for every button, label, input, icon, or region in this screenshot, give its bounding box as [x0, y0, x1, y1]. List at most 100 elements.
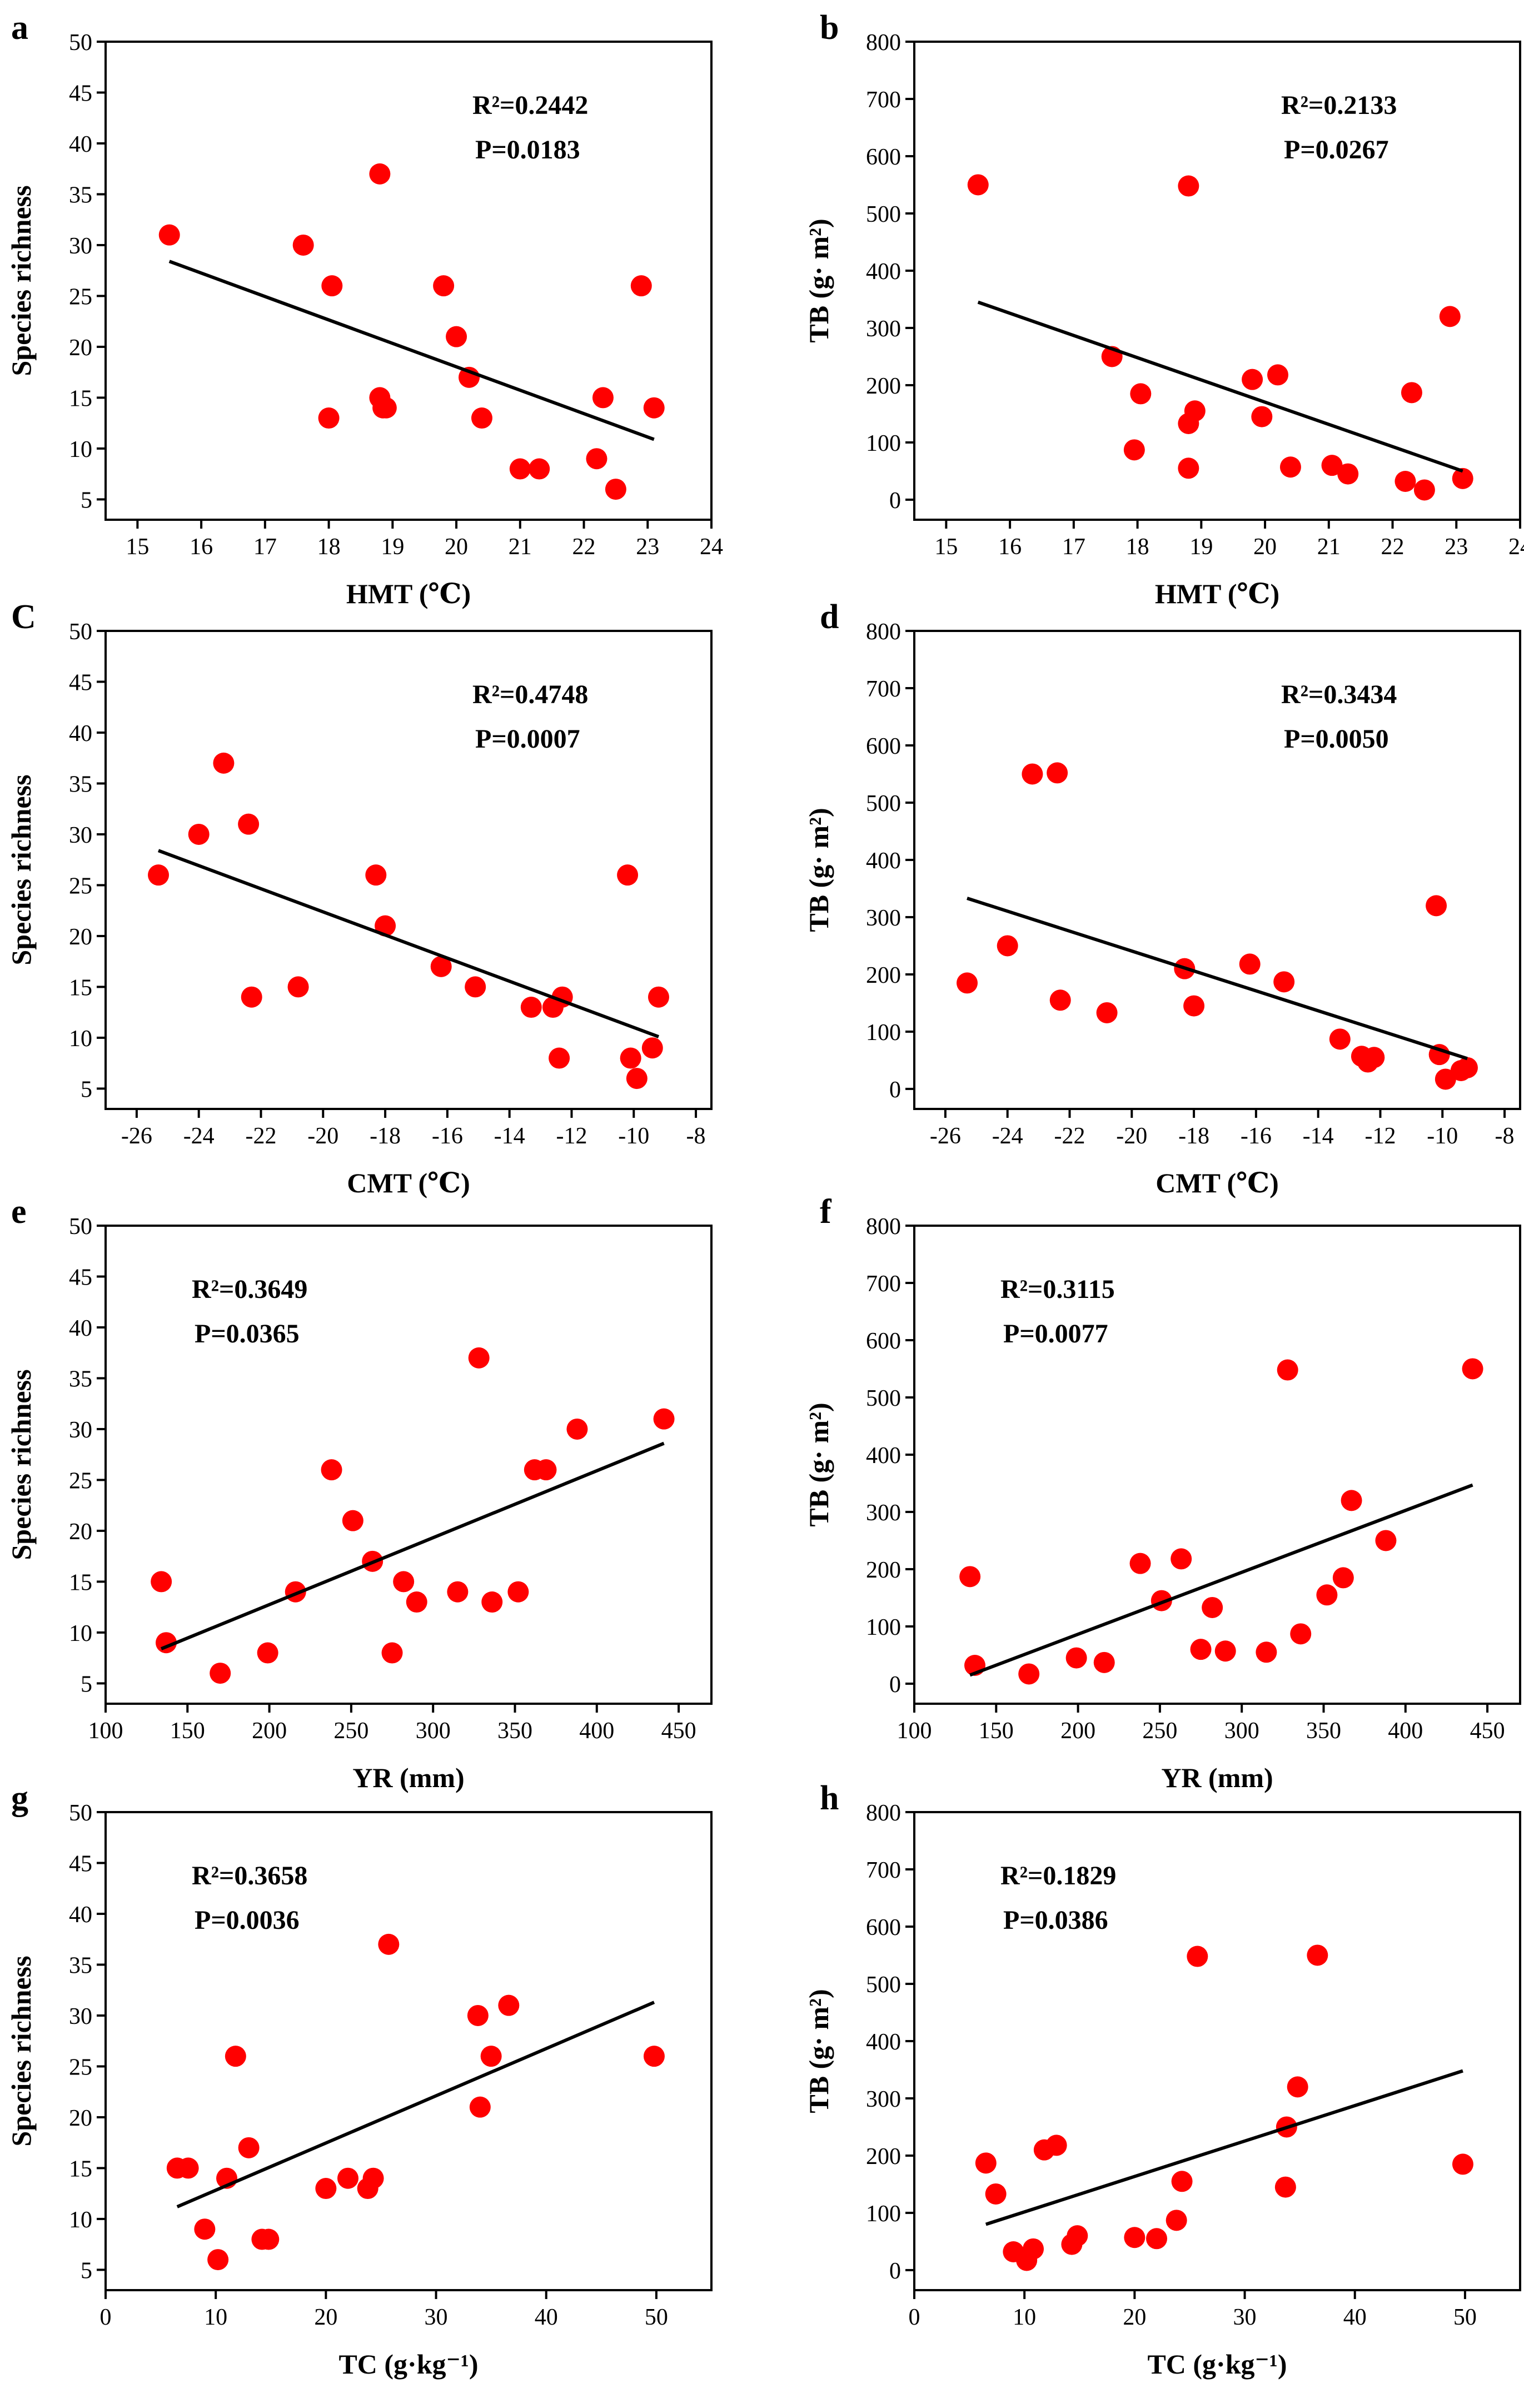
data-point: [375, 397, 397, 419]
x-tick-label: 100: [897, 1718, 932, 1744]
data-point: [1452, 2153, 1473, 2175]
y-tick-label: 600: [866, 1329, 901, 1354]
x-tick-label: 10: [204, 2305, 227, 2330]
data-point: [1274, 2176, 1296, 2198]
y-tick-label: 200: [866, 2144, 901, 2170]
x-tick-label: 20: [1123, 2305, 1146, 2330]
y-tick-label: 800: [866, 30, 901, 56]
data-point: [1022, 763, 1043, 785]
y-tick-label: 5: [81, 2258, 92, 2283]
data-point: [1239, 953, 1261, 975]
y-tick-label: 50: [69, 30, 92, 56]
regression-line: [985, 2069, 1463, 2226]
y-tick-label: 100: [866, 431, 901, 456]
x-tick-label: 20: [445, 534, 468, 560]
y-tick-label: 25: [69, 284, 92, 310]
data-point: [1047, 762, 1068, 784]
x-tick-label: 24: [700, 534, 723, 560]
y-tick-label: 500: [866, 1972, 901, 1998]
x-tick-label: 300: [416, 1718, 451, 1744]
x-tick-label: -24: [992, 1123, 1023, 1149]
y-tick-label: 5: [81, 487, 92, 513]
data-point: [465, 976, 486, 998]
data-point: [1023, 2238, 1044, 2260]
data-point: [967, 174, 989, 196]
data-point: [1321, 455, 1343, 476]
data-point: [447, 1581, 469, 1603]
data-point: [481, 1591, 503, 1613]
data-point: [177, 2157, 199, 2179]
y-axis-label: Species richness: [6, 1956, 37, 2146]
panel-letter: b: [820, 9, 839, 47]
data-point: [342, 1510, 363, 1531]
x-tick-label: 400: [1388, 1718, 1423, 1744]
data-point: [1462, 1358, 1483, 1380]
x-tick-label: 15: [126, 534, 149, 560]
y-tick-label: 45: [69, 670, 92, 695]
x-tick-label: -12: [556, 1123, 587, 1149]
y-tick-label: 700: [866, 676, 901, 702]
y-tick-label: 45: [69, 1265, 92, 1290]
x-tick-label: 16: [998, 534, 1022, 560]
x-axis-label: TC (g·kg⁻¹): [1147, 2349, 1287, 2380]
x-tick-label: 250: [1142, 1718, 1177, 1744]
y-tick-label: 0: [889, 1077, 901, 1103]
data-point: [369, 163, 391, 185]
x-axis-label: CMT (℃): [1156, 1167, 1278, 1198]
y-tick-label: 50: [69, 619, 92, 645]
data-point: [1363, 1047, 1385, 1068]
data-point: [1329, 1028, 1351, 1050]
y-tick-label: 600: [866, 734, 901, 759]
y-tick-label: 50: [69, 1214, 92, 1240]
data-point: [151, 1571, 172, 1593]
data-point: [1316, 1584, 1338, 1606]
panel-e: e 100 150 200 250 300 350 400 450 5 10 15 20 25 30 35 40…: [6, 1193, 713, 1793]
x-tick-label: 100: [88, 1718, 123, 1744]
data-point: [586, 448, 607, 470]
data-point: [207, 2249, 229, 2271]
data-point: [1065, 1647, 1087, 1669]
x-axis-label: HMT (℃): [1155, 578, 1279, 609]
data-point: [1413, 479, 1435, 501]
data-point: [648, 986, 669, 1008]
data-point: [653, 1408, 675, 1430]
data-point: [1452, 467, 1473, 489]
x-tick-label: 19: [1189, 534, 1213, 560]
data-point: [362, 2167, 384, 2189]
y-tick-label: 0: [889, 1672, 901, 1698]
x-tick-label: 50: [1453, 2305, 1477, 2330]
y-tick-label: 700: [866, 1858, 901, 1883]
plot-frame: [913, 630, 1521, 1110]
x-tick-label: -20: [307, 1123, 338, 1149]
data-point: [210, 1663, 231, 1684]
y-tick-label: 45: [69, 1851, 92, 1877]
y-tick-label: 20: [69, 924, 92, 950]
data-point: [1273, 971, 1295, 993]
y-axis-label: TB (g· m²): [803, 808, 834, 932]
x-tick-label: 21: [1317, 534, 1341, 560]
x-tick-label: 200: [252, 1718, 287, 1744]
y-tick-label: 20: [69, 335, 92, 361]
x-tick-label: -20: [1116, 1123, 1147, 1149]
data-point: [1290, 1623, 1312, 1645]
data-point: [321, 1459, 342, 1481]
y-tick-label: 100: [866, 1020, 901, 1046]
data-point: [480, 2046, 502, 2067]
y-tick-label: 300: [866, 2087, 901, 2112]
y-tick-label: 0: [889, 2258, 901, 2284]
y-tick-label: 700: [866, 1271, 901, 1297]
data-point: [1202, 1596, 1223, 1618]
data-point: [467, 2004, 489, 2026]
data-point: [507, 1581, 529, 1603]
y-tick-label: 15: [69, 386, 92, 411]
data-point: [1277, 1359, 1298, 1381]
x-tick-label: -14: [494, 1123, 525, 1149]
x-tick-label: 30: [1233, 2305, 1257, 2330]
data-point: [337, 2167, 358, 2189]
data-point: [985, 2183, 1007, 2205]
x-tick-label: 17: [1062, 534, 1085, 560]
panel-letter: g: [11, 1779, 28, 1817]
x-tick-label: -8: [1495, 1123, 1515, 1149]
data-point: [381, 1642, 403, 1664]
data-point: [626, 1068, 648, 1089]
